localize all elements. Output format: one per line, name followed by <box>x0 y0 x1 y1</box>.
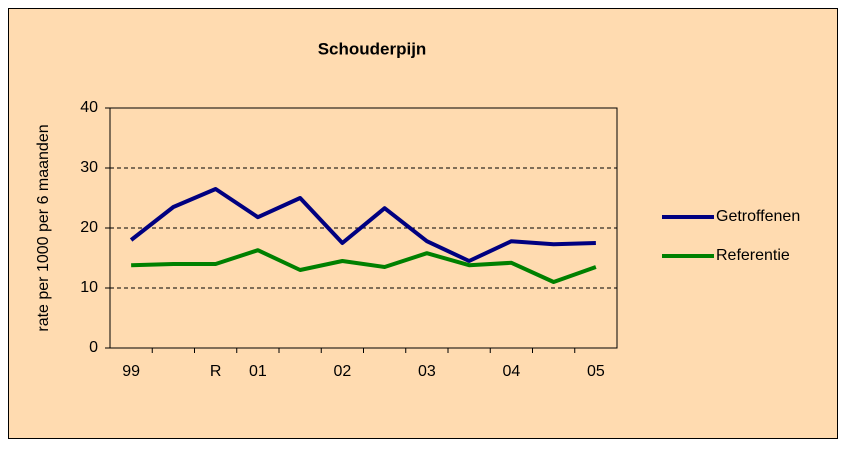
x-tick-label: 01 <box>249 363 267 380</box>
x-tick-label: 05 <box>587 363 605 380</box>
chart-background <box>8 8 838 439</box>
y-axis-label: rate per 1000 per 6 maanden <box>35 124 52 331</box>
y-tick-label: 20 <box>80 219 98 236</box>
chart-title: Schouderpijn <box>318 39 427 58</box>
line-series <box>131 248 597 284</box>
y-tick-label: 30 <box>80 159 98 176</box>
x-tick-label: 99 <box>122 363 140 380</box>
x-tick-label: R <box>210 363 222 380</box>
legend-label: Referentie <box>716 247 790 264</box>
x-tick-label: 04 <box>502 363 520 380</box>
y-tick-label: 0 <box>89 339 98 356</box>
line-series <box>129 187 596 263</box>
x-tick-label: 02 <box>333 363 351 380</box>
y-tick-label: 40 <box>80 99 98 116</box>
x-tick-label: 03 <box>418 363 436 380</box>
legend-label: Getroffenen <box>716 208 800 225</box>
y-tick-label: 10 <box>80 279 98 296</box>
